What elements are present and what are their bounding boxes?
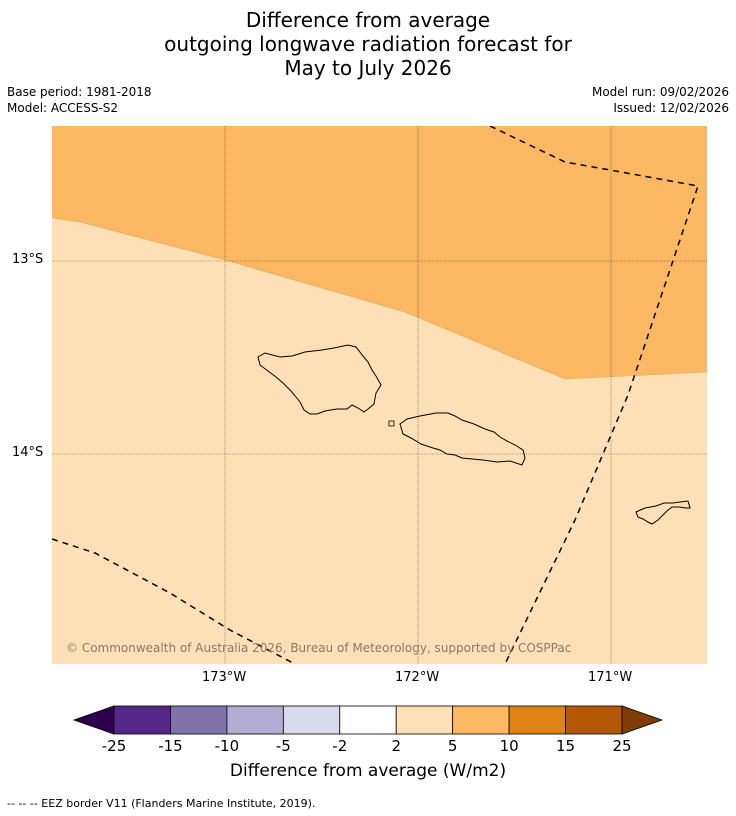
copyright-notice: © Commonwealth of Australia 2026, Bureau… bbox=[66, 641, 572, 655]
colorbar-segment bbox=[565, 705, 623, 735]
title-line-1: Difference from average bbox=[245, 8, 491, 32]
colorbar-segment bbox=[282, 705, 341, 735]
colorbar-segment bbox=[226, 705, 284, 735]
colorbar-title: Difference from average (W/m2) bbox=[229, 761, 507, 781]
title-line-3: May to July 2026 bbox=[284, 56, 452, 80]
eez-footnote: -- -- -- EEZ border V11 (Flanders Marine… bbox=[7, 797, 316, 810]
lat-label-14s: 14°S bbox=[12, 445, 44, 460]
colorbar-arrow-high bbox=[621, 705, 664, 735]
colorbar-segment bbox=[452, 705, 510, 735]
model-run: Model run: 09/02/2026 bbox=[591, 85, 729, 99]
colorbar-tick-label: -25 bbox=[101, 737, 127, 755]
colorbar-tick-label: -2 bbox=[332, 737, 348, 755]
anomaly-band-5-10 bbox=[52, 126, 707, 379]
eez-border bbox=[52, 126, 699, 664]
colorbar-arrow-low bbox=[72, 705, 115, 735]
upolu-island bbox=[399, 412, 526, 466]
issued-date: Issued: 12/02/2026 bbox=[613, 101, 729, 115]
colorbar-segment bbox=[395, 705, 454, 735]
colorbar-tick-label: -15 bbox=[158, 737, 183, 755]
lon-label-172w: 172°W bbox=[395, 670, 440, 685]
colorbar-tick-label: 10 bbox=[499, 737, 519, 755]
colorbar-tick-label: 2 bbox=[391, 737, 401, 755]
colorbar-tick-label: -10 bbox=[214, 737, 240, 755]
tutuila-island bbox=[635, 500, 691, 525]
colorbar-tick-label: 15 bbox=[556, 737, 576, 755]
colorbar-segment bbox=[508, 705, 566, 735]
lon-label-171w: 171°W bbox=[588, 670, 633, 685]
lat-label-13s: 13°S bbox=[12, 252, 44, 267]
manono-island bbox=[388, 420, 395, 427]
lon-label-173w: 173°W bbox=[202, 670, 247, 685]
colorbar-tick-label: -5 bbox=[275, 737, 291, 755]
colorbar bbox=[72, 705, 664, 735]
colorbar-segment bbox=[113, 705, 171, 735]
savaii-island bbox=[257, 344, 382, 415]
title-line-2: outgoing longwave radiation forecast for bbox=[164, 32, 572, 56]
base-period: Base period: 1981-2018 bbox=[7, 85, 152, 99]
colorbar-tick-label: 25 bbox=[612, 737, 632, 755]
map-gridlines bbox=[52, 126, 707, 664]
colorbar-segment bbox=[170, 705, 228, 735]
colorbar-segment bbox=[339, 705, 397, 735]
model-name: Model: ACCESS-S2 bbox=[7, 101, 119, 115]
colorbar-tick-label: 5 bbox=[447, 737, 458, 755]
